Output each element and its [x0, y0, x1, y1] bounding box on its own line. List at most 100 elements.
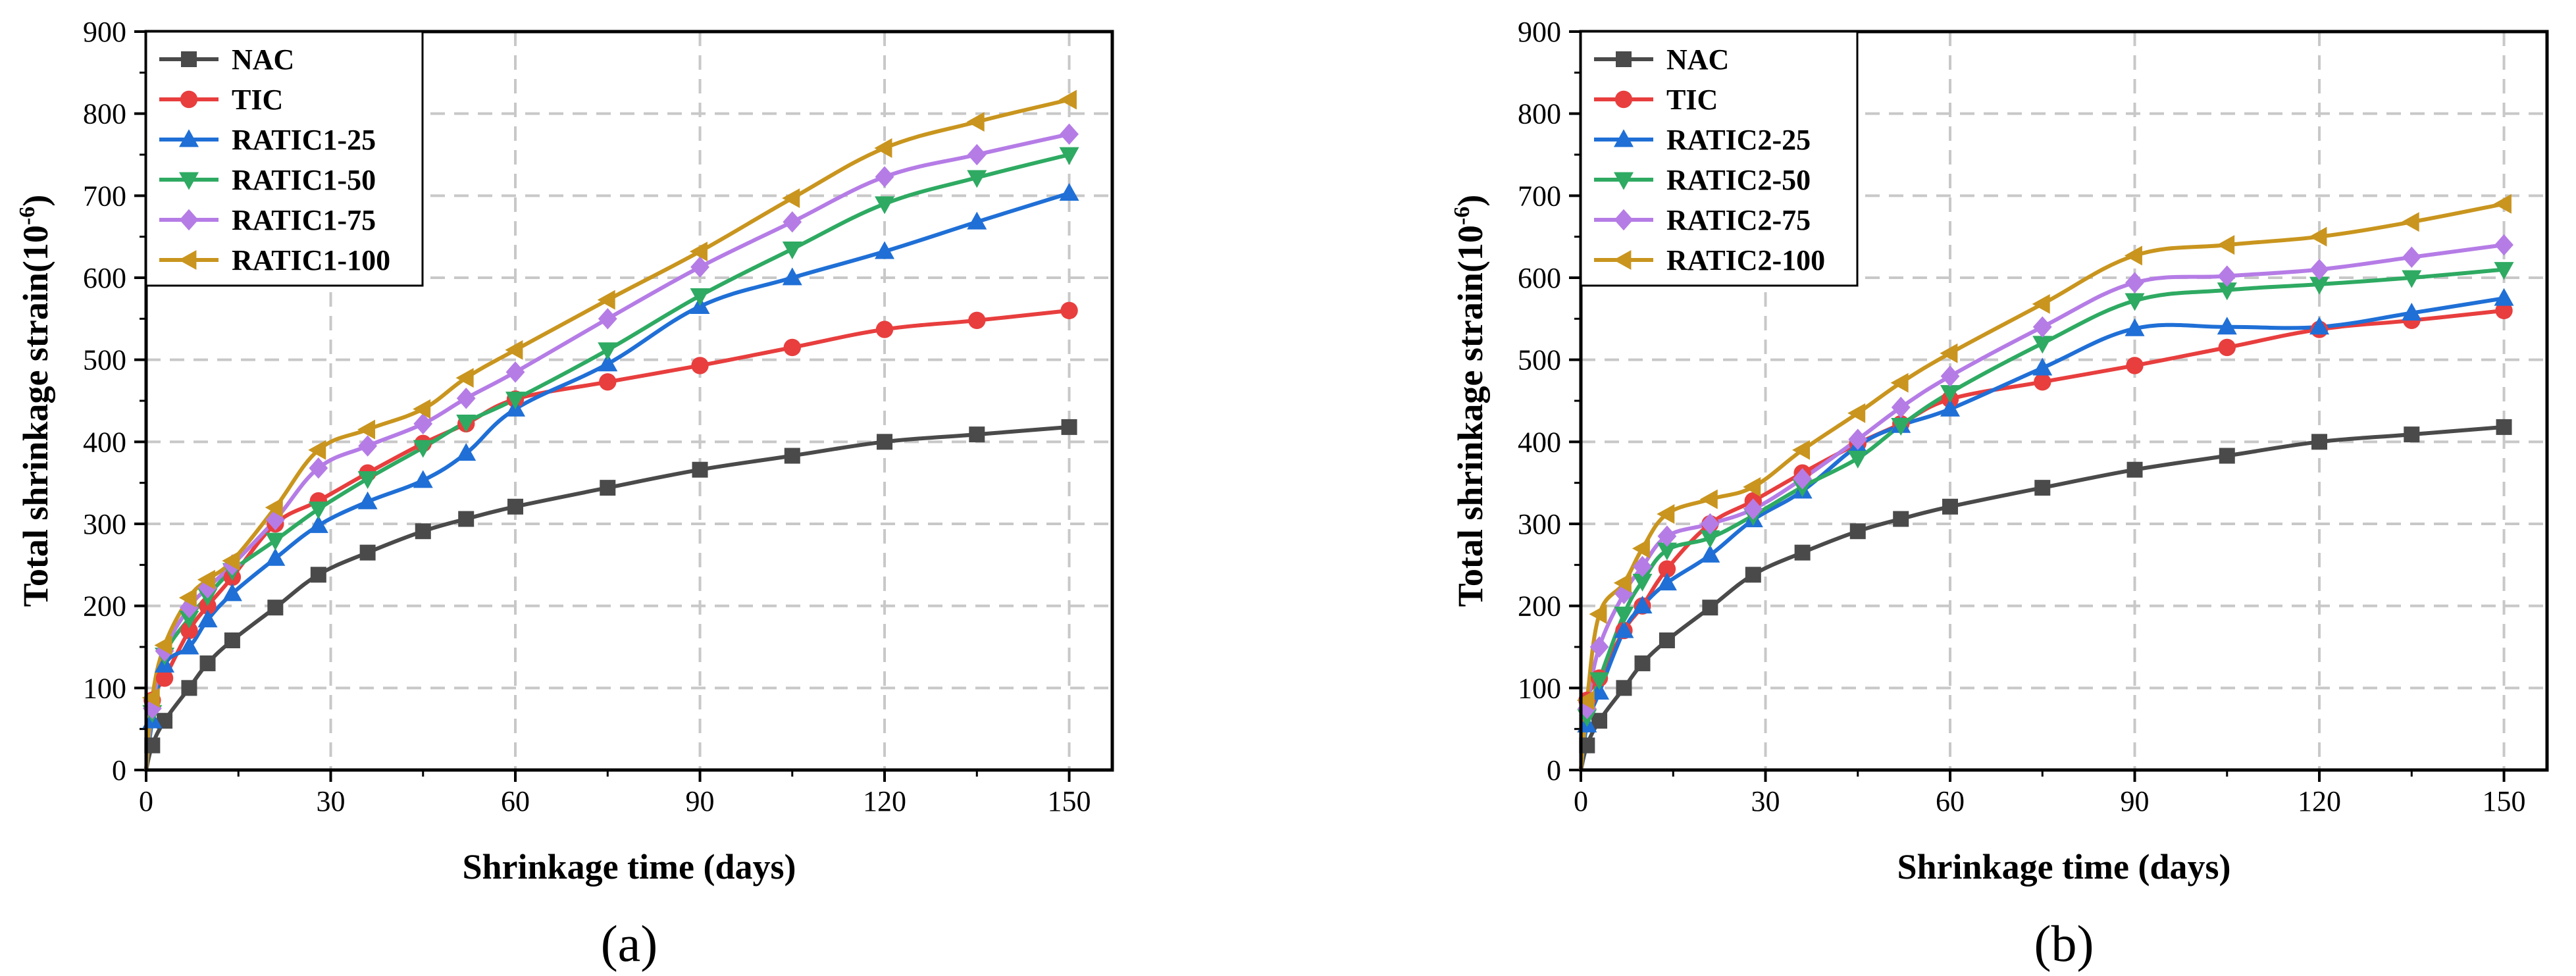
legend: NAC TIC RATIC1-25 RATIC1-50 RATIC1-75 RATIC1-… — [145, 30, 424, 287]
data-point — [1634, 655, 1651, 671]
x-tick-label: 120 — [2298, 785, 2341, 817]
data-point — [413, 470, 433, 488]
data-point — [308, 440, 326, 460]
legend-box — [1580, 30, 1859, 287]
data-point — [359, 544, 376, 561]
y-tick-label: 900 — [1518, 16, 1561, 48]
data-point — [2125, 318, 2145, 336]
data-point — [1659, 632, 1675, 649]
data-point — [689, 242, 708, 262]
data-point — [1589, 636, 1609, 658]
y-tick-label: 500 — [83, 344, 126, 376]
legend-marker — [181, 51, 197, 67]
data-point — [456, 443, 477, 461]
legend-marker — [1616, 51, 1632, 67]
data-point — [179, 610, 199, 629]
data-point — [1657, 542, 1677, 561]
data-point — [2126, 461, 2143, 478]
data-point — [197, 609, 218, 628]
legend-marker — [1614, 129, 1634, 147]
y-axis-title-main: Total shrinkage strain(10 — [16, 225, 55, 607]
data-point — [1658, 560, 1676, 578]
data-point — [2309, 259, 2329, 280]
legend-marker — [1614, 90, 1633, 109]
data-point — [265, 548, 286, 566]
data-point — [1848, 428, 1868, 450]
data-point — [966, 112, 985, 132]
data-point — [178, 588, 197, 608]
y-tick-label: 300 — [1518, 508, 1561, 540]
series-markers-nac — [1579, 419, 2512, 754]
axis-ticks: 0 30 60 90 120 150 0 100 200 300 400 500 600 700 800 90… — [1518, 16, 2526, 817]
x-tick-label: 150 — [1048, 785, 1091, 817]
data-point — [2494, 262, 2514, 280]
y-axis-title-close: ) — [1451, 195, 1490, 207]
data-point — [1745, 567, 1761, 583]
data-point — [1890, 372, 1909, 393]
x-tick-label: 60 — [501, 785, 530, 817]
data-point — [1058, 90, 1077, 110]
data-point — [1591, 713, 1608, 729]
y-tick-label: 400 — [83, 426, 126, 458]
series-group — [142, 90, 1079, 771]
legend-marker — [1614, 209, 1634, 231]
data-point — [222, 583, 242, 602]
legend-marker — [179, 209, 199, 231]
y-tick-label: 100 — [1518, 672, 1561, 704]
data-point — [1700, 530, 1720, 548]
data-point — [181, 680, 197, 696]
data-point — [1657, 525, 1677, 547]
data-point — [265, 509, 285, 530]
legend-marker — [1613, 250, 1632, 270]
data-point — [598, 353, 618, 372]
legend-label: TIC — [1666, 84, 1718, 116]
x-tick-label: 90 — [2121, 785, 2150, 817]
data-point — [309, 457, 328, 479]
data-point — [2402, 246, 2421, 269]
data-point — [2309, 317, 2330, 335]
data-point — [1633, 555, 1652, 578]
y-tick-label: 0 — [112, 754, 126, 786]
data-point — [597, 290, 615, 310]
y-tick-label: 200 — [1518, 590, 1561, 623]
data-point — [784, 448, 800, 464]
data-point — [2402, 303, 2422, 321]
data-point — [1061, 419, 1077, 435]
series-markers-ratic1-100 — [142, 90, 1077, 708]
series-markers-ratic2-100 — [1576, 193, 2512, 711]
data-point — [1632, 538, 1650, 559]
data-point — [2034, 373, 2051, 391]
data-point — [199, 655, 216, 671]
data-point — [690, 256, 709, 278]
data-point — [2124, 245, 2142, 266]
y-tick-label: 800 — [83, 98, 126, 130]
x-tick-label: 150 — [2483, 785, 2526, 817]
data-point — [783, 338, 801, 357]
data-point — [413, 413, 433, 435]
data-point — [1576, 690, 1595, 711]
legend-label: RATIC1-50 — [232, 164, 376, 196]
x-tick-label: 90 — [686, 785, 715, 817]
data-point — [1657, 504, 1675, 525]
data-point — [2311, 434, 2328, 450]
data-point — [1060, 301, 1078, 320]
data-point — [1699, 489, 1718, 509]
series-line-nac — [144, 424, 1069, 771]
data-point — [2404, 426, 2420, 443]
data-point — [1849, 523, 1866, 540]
data-point — [2495, 301, 2513, 320]
data-point — [969, 426, 985, 443]
data-point — [2032, 357, 2053, 376]
legend-label: NAC — [1666, 43, 1729, 76]
data-point — [179, 636, 199, 655]
data-point — [600, 480, 616, 496]
data-point — [142, 688, 160, 708]
data-point — [692, 461, 708, 478]
data-point — [415, 523, 431, 540]
data-point — [507, 498, 524, 515]
data-point — [1700, 544, 1720, 563]
legend-label: RATIC1-25 — [232, 124, 376, 156]
data-point — [2125, 293, 2145, 311]
